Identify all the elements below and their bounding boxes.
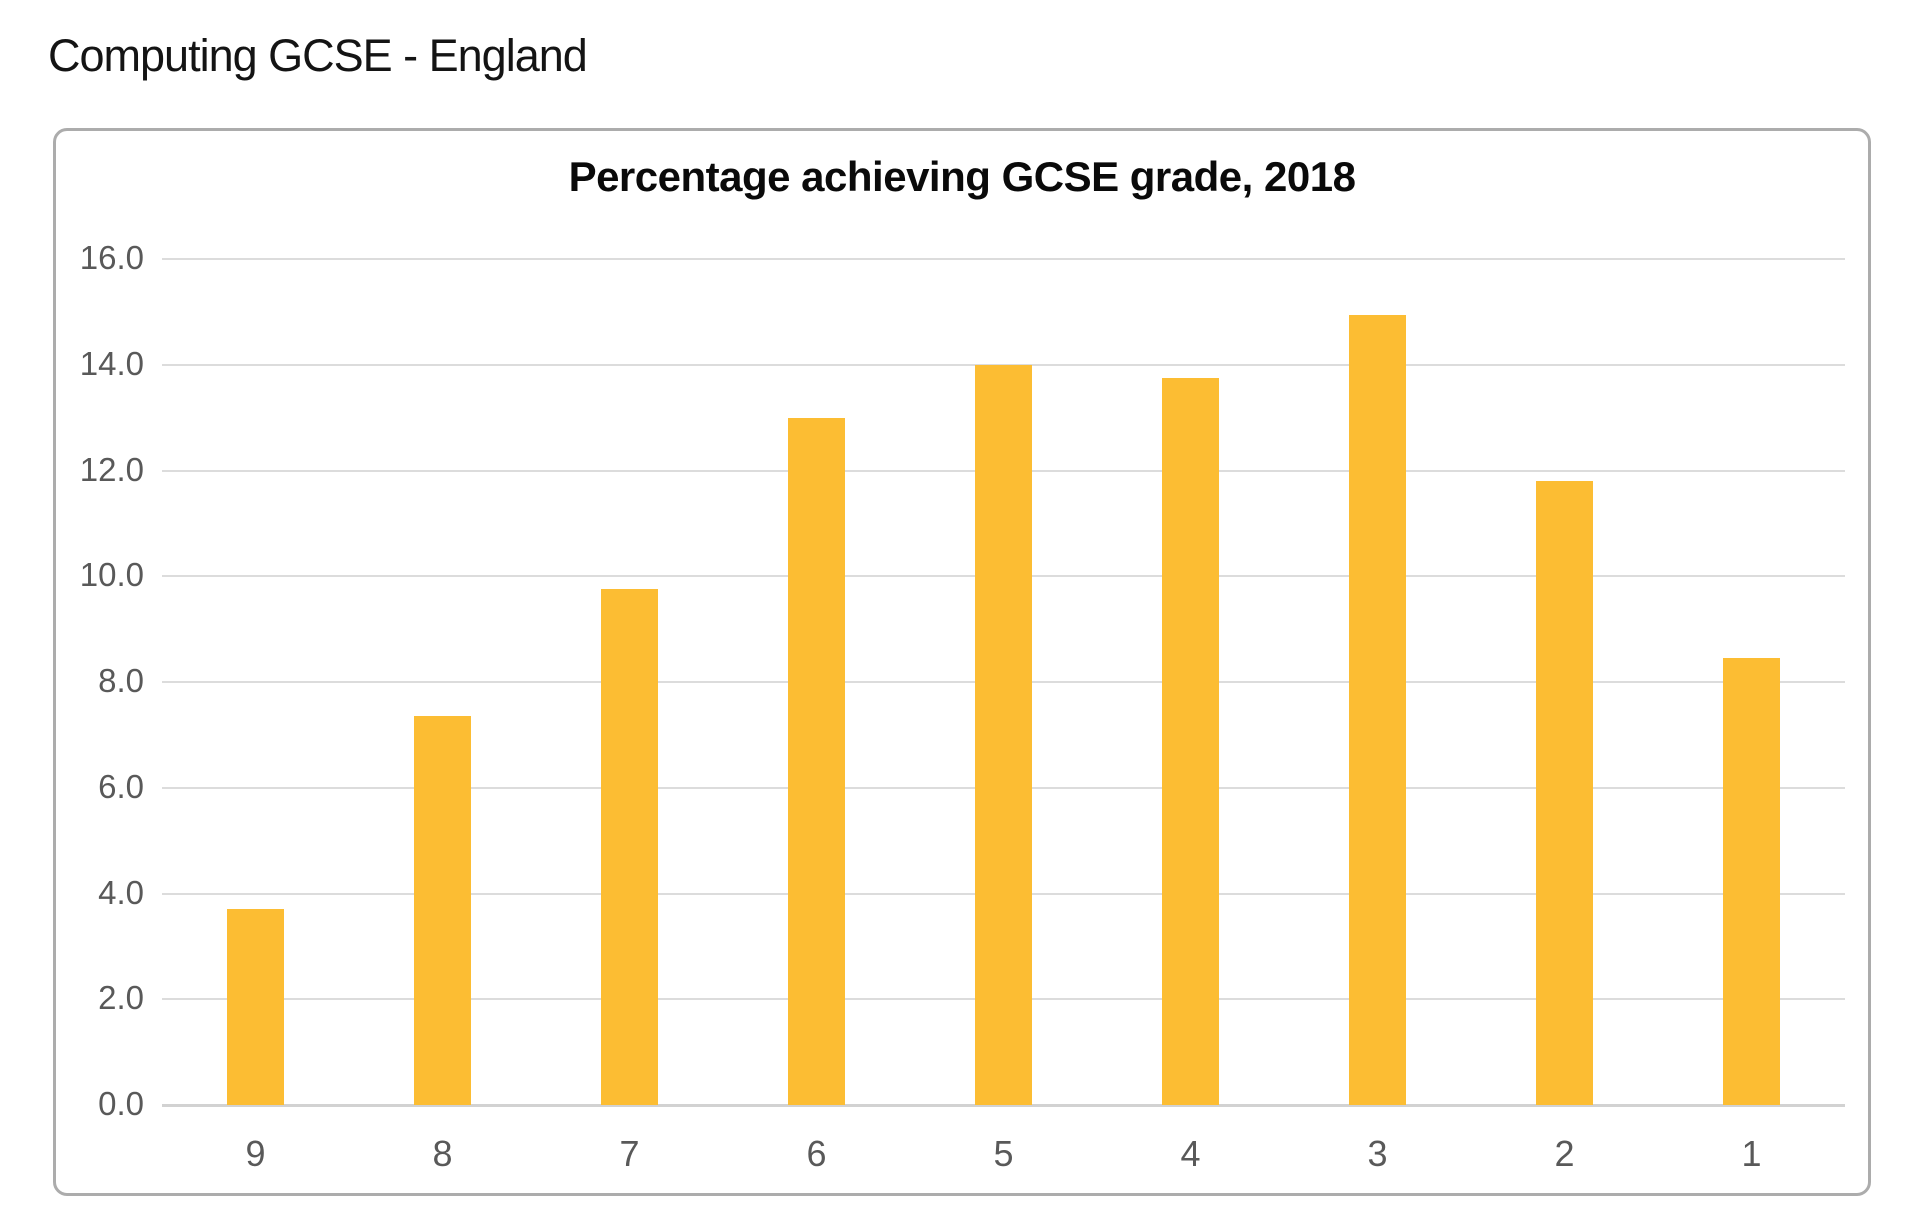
bar-slot-grade-3 (1284, 259, 1471, 1105)
y-tick-label-4.0: 4.0 (98, 873, 144, 911)
bar-grade-7 (601, 589, 658, 1105)
y-tick-label-14.0: 14.0 (79, 344, 144, 382)
bar-slot-grade-4 (1097, 259, 1284, 1105)
bar-grade-9 (227, 909, 284, 1105)
page-title: Computing GCSE - England (48, 30, 588, 81)
y-tick-label-10.0: 10.0 (79, 556, 144, 594)
bar-grade-1 (1723, 658, 1780, 1105)
x-tick-label-grade-7: 7 (619, 1133, 640, 1174)
x-tick-label-grade-3: 3 (1367, 1133, 1388, 1174)
x-tick-label-grade-8: 8 (432, 1133, 453, 1174)
bar-slot-grade-1 (1658, 259, 1845, 1105)
y-tick-label-2.0: 2.0 (98, 979, 144, 1017)
bar-grade-4 (1162, 377, 1219, 1105)
x-tick-label-grade-6: 6 (806, 1133, 827, 1174)
x-axis-labels: 9 8 7 6 5 4 3 2 1 (162, 1133, 1845, 1175)
bar-slot-grade-9 (162, 259, 349, 1105)
y-axis-labels: 0.0 2.0 4.0 6.0 8.0 10.0 12.0 14.0 16.0 (56, 239, 144, 1122)
bar-grade-2 (1536, 481, 1593, 1105)
chart-panel: Percentage achieving GCSE grade, 2018 0.… (53, 128, 1871, 1196)
bar-slot-grade-8 (349, 259, 536, 1105)
bar-grade-6 (788, 417, 845, 1105)
x-tick-label-grade-4: 4 (1180, 1133, 1201, 1174)
bars-layer (162, 259, 1845, 1105)
gridline-16.0 (162, 258, 1845, 260)
bar-grade-3 (1349, 314, 1406, 1105)
x-tick-label-grade-5: 5 (993, 1133, 1014, 1174)
bar-slot-grade-7 (536, 259, 723, 1105)
bar-slot-grade-6 (723, 259, 910, 1105)
y-tick-label-6.0: 6.0 (98, 767, 144, 805)
y-tick-label-12.0: 12.0 (79, 450, 144, 488)
bar-slot-grade-2 (1471, 259, 1658, 1105)
plot-area (162, 258, 1845, 1107)
gridline-0.0 (162, 1104, 1845, 1107)
bar-grade-5 (975, 364, 1032, 1105)
chart-title: Percentage achieving GCSE grade, 2018 (568, 153, 1356, 200)
y-tick-label-8.0: 8.0 (98, 662, 144, 700)
bar-slot-grade-5 (910, 259, 1097, 1105)
y-tick-label-16.0: 16.0 (79, 239, 144, 277)
x-tick-label-grade-2: 2 (1554, 1133, 1575, 1174)
bar-grade-8 (414, 716, 471, 1105)
y-tick-label-0.0: 0.0 (98, 1085, 144, 1123)
x-tick-label-grade-1: 1 (1741, 1133, 1762, 1174)
x-tick-label-grade-9: 9 (245, 1133, 266, 1174)
